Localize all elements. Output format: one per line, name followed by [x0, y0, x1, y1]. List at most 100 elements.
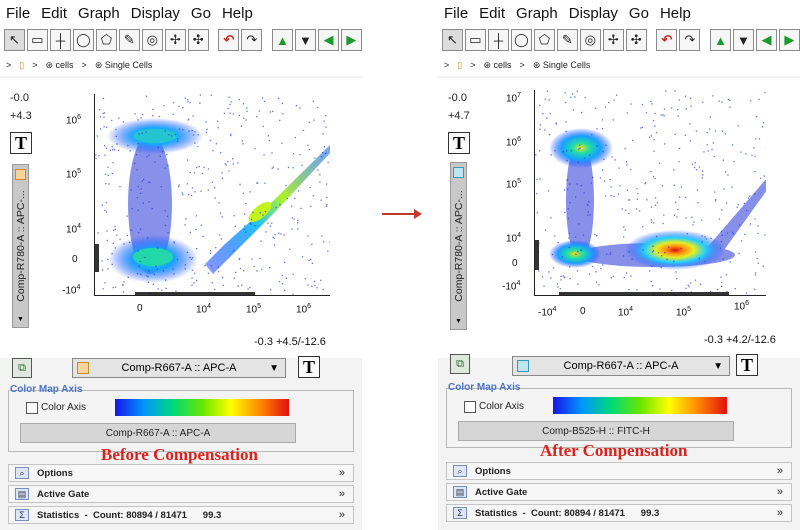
spider-gate-icon[interactable]: ✢: [602, 29, 624, 51]
y-parameter-selector[interactable]: Comp-R780-A :: APC-... ▼: [450, 162, 467, 330]
scatter-dot: [243, 228, 245, 230]
scatter-dot: [164, 224, 166, 226]
up-icon[interactable]: ▲: [710, 29, 731, 51]
menu-display[interactable]: Display: [130, 4, 180, 22]
options-row[interactable]: ⌕ Options »: [446, 462, 792, 480]
x-parameter-selector[interactable]: Comp-R667-A :: APC-A ▼: [72, 358, 286, 378]
scatter-dot: [575, 196, 577, 198]
duplicate-graph-icon[interactable]: ⧉: [450, 354, 470, 374]
freehand-pencil-icon[interactable]: ✎: [118, 29, 140, 51]
ellipse-gate-icon[interactable]: ◯: [72, 29, 94, 51]
scatter-dot: [536, 192, 538, 195]
scatter-dot: [127, 144, 129, 147]
density-plot-svg: [95, 94, 330, 295]
scatter-dot: [194, 142, 196, 144]
right-panel: File Edit Graph Display Go Help ↖ ▭ ┼ ◯ …: [438, 0, 800, 530]
options-row[interactable]: ⌕ Options »: [8, 464, 354, 482]
right-icon[interactable]: ▶: [778, 29, 800, 51]
left-icon[interactable]: ◀: [317, 29, 339, 51]
scatter-dot: [612, 275, 614, 278]
polygon-gate-icon[interactable]: ⬠: [95, 29, 117, 51]
redo-icon[interactable]: ↷: [241, 29, 263, 51]
scatter-dot: [207, 189, 209, 191]
polygon-gate-icon[interactable]: ⬠: [533, 29, 555, 51]
active-gate-row[interactable]: ▤ Active Gate »: [8, 485, 354, 503]
scatter-dot: [117, 149, 120, 152]
menu-graph[interactable]: Graph: [516, 4, 558, 22]
tube-icon[interactable]: ▯: [457, 59, 463, 70]
web-gate-icon[interactable]: ◎: [579, 29, 601, 51]
breadcrumb-cells[interactable]: ⊛ cells: [483, 59, 512, 70]
x-tick-base: 10: [618, 307, 630, 319]
scatter-plot[interactable]: [534, 90, 766, 296]
scatter-dot: [720, 230, 723, 233]
web-gate-icon[interactable]: ◎: [141, 29, 163, 51]
breadcrumb-single-cells[interactable]: ⊛ Single Cells: [532, 59, 591, 70]
redo-icon[interactable]: ↷: [679, 29, 701, 51]
scatter-dot: [141, 180, 143, 182]
up-icon[interactable]: ▲: [272, 29, 293, 51]
ellipse-gate-icon[interactable]: ◯: [510, 29, 532, 51]
color-map-parameter-selector[interactable]: Comp-B525-H :: FITC-H: [458, 421, 734, 441]
menu-file[interactable]: File: [6, 4, 31, 22]
curly-quad-icon[interactable]: ✣: [625, 29, 647, 51]
statistics-row[interactable]: Σ Statistics - Count: 80894 / 81471 99.3 »: [446, 504, 792, 522]
scatter-dot: [653, 150, 655, 152]
rectangle-gate-icon[interactable]: ▭: [26, 29, 48, 51]
color-map-parameter-selector[interactable]: Comp-R667-A :: APC-A: [20, 423, 296, 443]
curly-quad-icon[interactable]: ✣: [187, 29, 209, 51]
pointer-icon[interactable]: ↖: [4, 29, 25, 51]
quadrant-icon[interactable]: ┼: [49, 29, 71, 51]
pointer-icon[interactable]: ↖: [442, 29, 463, 51]
menu-go[interactable]: Go: [190, 4, 211, 22]
scatter-dot: [253, 265, 255, 267]
right-icon[interactable]: ▶: [340, 29, 362, 51]
scatter-dot: [645, 112, 648, 114]
scatter-dot: [105, 211, 108, 213]
statistics-row[interactable]: Σ Statistics - Count: 80894 / 81471 99.3 »: [8, 506, 354, 524]
left-icon[interactable]: ◀: [755, 29, 777, 51]
scatter-dot: [688, 285, 690, 288]
freehand-pencil-icon[interactable]: ✎: [556, 29, 578, 51]
rectangle-gate-icon[interactable]: ▭: [464, 29, 486, 51]
y-axis-text-button[interactable]: T: [448, 132, 470, 154]
undo-icon[interactable]: ↶: [656, 29, 678, 51]
breadcrumb-cells[interactable]: ⊛ cells: [45, 59, 74, 70]
scatter-dot: [609, 254, 611, 256]
color-axis-checkbox[interactable]: [464, 401, 476, 413]
menu-graph[interactable]: Graph: [78, 4, 120, 22]
x-axis-text-button[interactable]: T: [736, 354, 758, 376]
menu-file[interactable]: File: [444, 4, 469, 22]
menu-display[interactable]: Display: [568, 4, 618, 22]
menu-help[interactable]: Help: [221, 4, 253, 22]
scatter-dot: [219, 212, 222, 214]
color-axis-checkbox[interactable]: [26, 402, 38, 414]
scatter-dot: [613, 195, 615, 198]
x-axis-text-button[interactable]: T: [298, 356, 320, 378]
scatter-plot[interactable]: [94, 94, 330, 296]
scatter-dot: [263, 100, 266, 102]
menu-edit[interactable]: Edit: [479, 4, 506, 22]
down-icon[interactable]: ▼: [733, 29, 754, 51]
scatter-dot: [763, 175, 765, 177]
plot-area: -0.0 +4.3 T Comp-R780-A :: APC-... ▼ 106…: [0, 78, 362, 358]
duplicate-graph-icon[interactable]: ⧉: [12, 358, 32, 378]
scatter-dot: [193, 172, 196, 174]
scatter-dot: [174, 133, 177, 136]
quadrant-icon[interactable]: ┼: [487, 29, 509, 51]
undo-icon[interactable]: ↶: [218, 29, 240, 51]
y-parameter-selector[interactable]: Comp-R780-A :: APC-... ▼: [12, 164, 29, 328]
menu-help[interactable]: Help: [659, 4, 691, 22]
active-gate-row[interactable]: ▤ Active Gate »: [446, 483, 792, 501]
y-axis-text-button[interactable]: T: [10, 132, 32, 154]
scatter-dot: [175, 290, 177, 292]
x-parameter-selector[interactable]: Comp-R667-A :: APC-A ▼: [512, 356, 730, 376]
down-icon[interactable]: ▼: [295, 29, 316, 51]
scatter-dot: [661, 255, 663, 257]
menu-go[interactable]: Go: [628, 4, 649, 22]
spider-gate-icon[interactable]: ✢: [164, 29, 186, 51]
breadcrumb-single-cells[interactable]: ⊛ Single Cells: [94, 59, 153, 70]
menu-edit[interactable]: Edit: [41, 4, 68, 22]
scatter-dot: [147, 281, 150, 283]
tube-icon[interactable]: ▯: [19, 59, 25, 70]
